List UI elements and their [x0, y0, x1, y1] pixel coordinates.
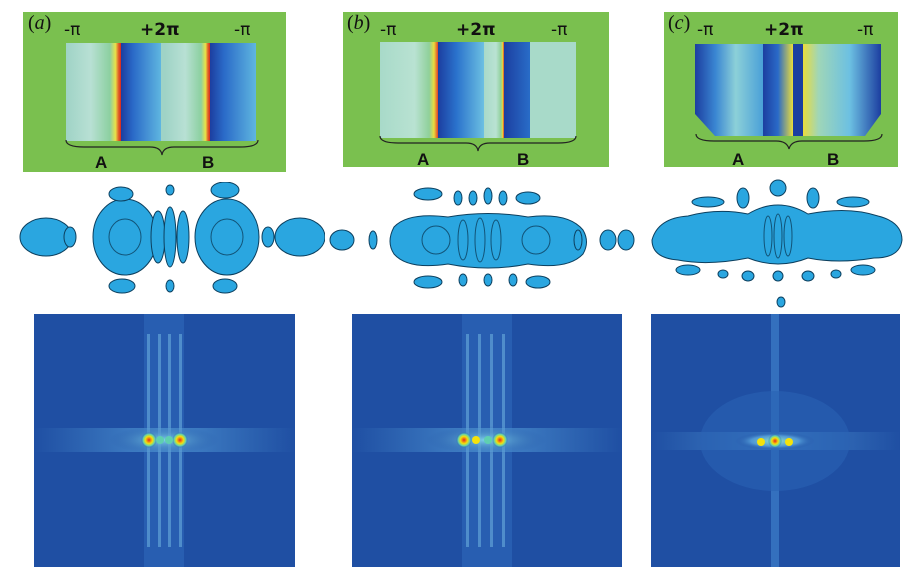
phase-label-mid-b: +2π	[456, 20, 496, 40]
brace-b	[379, 135, 577, 152]
region-label-b-a: B	[202, 153, 215, 172]
phase-map-a	[66, 43, 256, 141]
isosurface-b-graphic	[329, 187, 635, 289]
isosurface-c-graphic	[651, 179, 903, 308]
diffraction-pattern-b	[352, 314, 622, 567]
phase-map-a-graphic	[66, 43, 256, 141]
phase-label-right-c: -π	[857, 20, 874, 40]
phase-map-b	[380, 42, 576, 138]
region-label-b-c: B	[827, 150, 840, 169]
phase-label-left-c: -π	[697, 20, 714, 40]
isosurface-c	[648, 178, 906, 310]
diffraction-pattern-c	[651, 314, 900, 567]
phase-label-left-b: -π	[380, 20, 397, 40]
phase-label-right-b: -π	[551, 20, 568, 40]
panel-label-c: (c)	[668, 12, 691, 34]
diffraction-pattern-a	[34, 314, 295, 567]
diffraction-pattern-b-graphic	[352, 314, 622, 567]
brace-c	[695, 133, 883, 150]
isosurface-b	[328, 182, 638, 292]
phase-map-c-graphic	[695, 44, 881, 136]
diffraction-pattern-a-graphic	[34, 314, 295, 567]
phase-map-c	[695, 44, 881, 136]
panel-label-a: (a)	[28, 12, 52, 34]
phase-label-left-a: -π	[64, 20, 81, 40]
phase-label-right-a: -π	[234, 20, 251, 40]
panel-label-b: (b)	[347, 12, 371, 34]
region-label-a-c: A	[732, 150, 745, 169]
phase-label-mid-a: +2π	[140, 20, 180, 40]
isosurface-a	[10, 182, 325, 302]
phase-map-b-graphic	[380, 42, 576, 138]
region-label-b-b: B	[517, 150, 530, 169]
region-label-a-b: A	[417, 150, 430, 169]
isosurface-a-graphic	[19, 182, 325, 294]
phase-label-mid-c: +2π	[764, 20, 804, 40]
region-label-a-a: A	[95, 153, 108, 172]
diffraction-pattern-c-graphic	[651, 314, 900, 567]
brace-a	[65, 139, 259, 156]
